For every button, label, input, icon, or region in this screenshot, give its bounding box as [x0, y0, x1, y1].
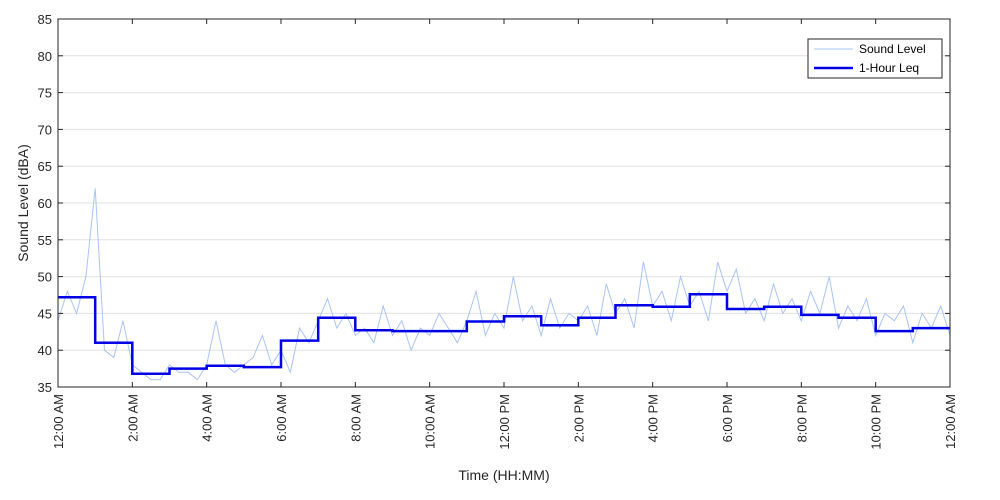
legend-label-sound-level: Sound Level — [859, 42, 926, 56]
x-tick-label: 2:00 AM — [125, 394, 140, 442]
y-tick-label: 75 — [38, 86, 52, 101]
legend: Sound Level 1-Hour Leq — [807, 38, 943, 79]
y-tick-label: 50 — [38, 270, 52, 285]
series-1-hour-leq — [58, 293, 950, 376]
y-tick-label: 80 — [38, 49, 52, 64]
x-tick-label: 6:00 PM — [720, 394, 735, 442]
y-tick-label: 35 — [38, 380, 52, 395]
x-tick-label: 8:00 AM — [348, 394, 363, 442]
y-tick-label: 60 — [38, 196, 52, 211]
x-tick-label: 12:00 PM — [497, 394, 512, 450]
y-tick-label: 55 — [38, 233, 52, 248]
y-tick-label: 40 — [38, 343, 52, 358]
x-tick-label: 12:00 AM — [943, 394, 958, 449]
legend-label-1-hour-leq: 1-Hour Leq — [859, 61, 919, 75]
y-tick-label: 85 — [38, 12, 52, 27]
x-axis-ticks: 12:00 AM 2:00 AM 4:00 AM 6:00 AM 8:00 AM 10:0… — [51, 19, 958, 450]
y-tick-label: 65 — [38, 159, 52, 174]
x-tick-label: 10:00 PM — [869, 394, 884, 450]
legend-box — [807, 38, 943, 79]
y-axis-title: Sound Level (dBA) — [15, 144, 31, 262]
line-1-hour-leq — [58, 293, 950, 376]
grid-lines — [58, 55, 950, 351]
x-tick-label: 6:00 AM — [274, 394, 289, 442]
x-tick-label: 12:00 AM — [51, 394, 66, 449]
x-tick-label: 8:00 PM — [794, 394, 809, 442]
y-axis-ticks: 35 40 45 50 55 60 65 70 75 80 85 — [38, 12, 950, 395]
y-tick-label: 45 — [38, 306, 52, 321]
x-tick-label: 10:00 AM — [423, 394, 438, 449]
x-axis-title: Time (HH:MM) — [458, 467, 549, 483]
x-tick-label: 4:00 PM — [646, 394, 661, 442]
x-tick-label: 2:00 PM — [571, 394, 586, 442]
x-tick-label: 4:00 AM — [200, 394, 215, 442]
y-tick-label: 70 — [38, 122, 52, 137]
